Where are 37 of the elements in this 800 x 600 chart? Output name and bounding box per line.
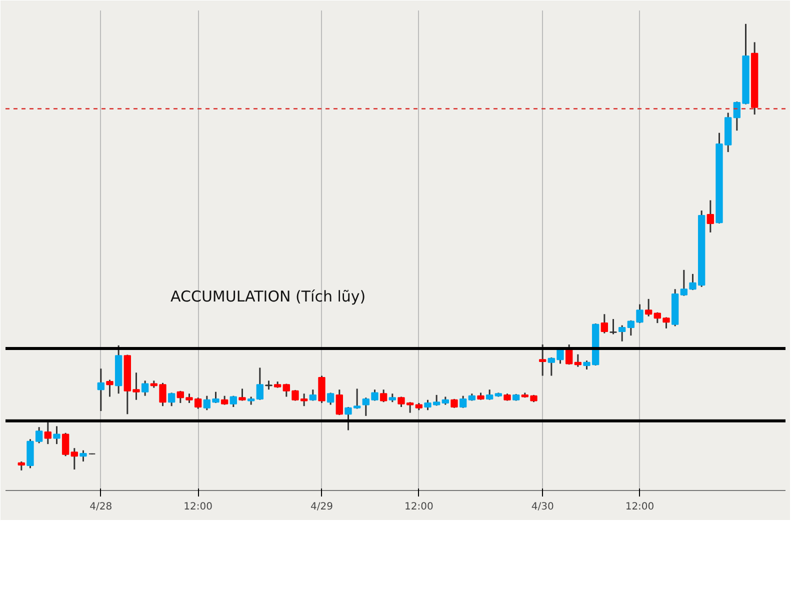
x-tick-label: 4/28 — [90, 502, 112, 512]
candlestick — [486, 388, 494, 401]
candlestick — [97, 368, 104, 412]
candlestick — [44, 421, 52, 445]
candlestick — [80, 450, 87, 462]
x-tick-label: 12:00 — [404, 502, 434, 512]
annotation: ACCUMULATION (Tích lũy) — [170, 288, 366, 306]
candlestick — [380, 388, 388, 403]
candlestick — [53, 425, 60, 445]
candlestick — [706, 200, 714, 234]
candlestick — [326, 392, 334, 406]
candlestick — [353, 388, 361, 410]
candlestick — [344, 406, 352, 431]
x-tick-label: 12:00 — [184, 502, 212, 512]
candlestick — [318, 374, 326, 404]
candlestick — [35, 426, 43, 444]
candlestick — [141, 380, 149, 397]
candlestick — [106, 379, 114, 398]
candlestick — [618, 324, 626, 342]
x-tick-label: 4/29 — [310, 502, 333, 512]
candlestick — [538, 344, 546, 376]
candlestick — [610, 318, 617, 335]
candlestick — [574, 354, 582, 368]
candlestick — [238, 388, 246, 402]
x-tick-label: 12:00 — [625, 502, 654, 512]
candlestick — [309, 388, 316, 402]
x-tick-label: 4/30 — [531, 502, 554, 512]
candlestick — [459, 395, 467, 409]
candlestick — [70, 447, 78, 470]
candlestick — [680, 269, 688, 297]
candlestick — [600, 313, 608, 334]
candlestick — [565, 344, 573, 366]
candlestick — [168, 392, 176, 407]
candlestick — [282, 383, 290, 398]
candlestick — [336, 388, 343, 416]
candlestick — [644, 298, 652, 318]
candlestick — [62, 432, 70, 457]
